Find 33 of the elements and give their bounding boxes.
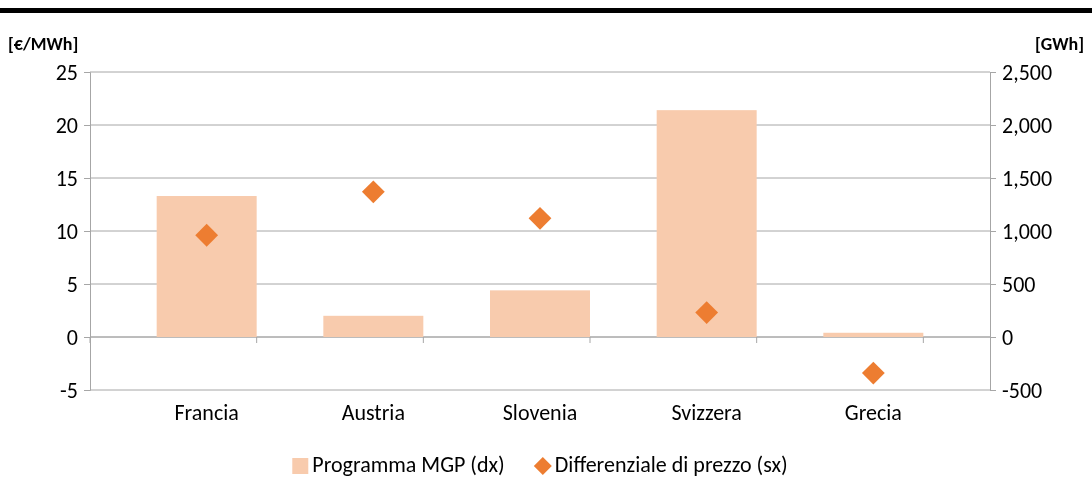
y2-tick-label: -500 (1002, 376, 1043, 404)
y2-tick-label: 1,000 (1002, 217, 1053, 245)
y2-tick-label: 2,500 (1002, 58, 1053, 86)
point (195, 223, 219, 247)
bar (656, 110, 757, 337)
x-tick-label: Austria (341, 399, 405, 426)
point (528, 206, 552, 230)
y-tick-label: 25 (55, 58, 78, 86)
y2-tick-label: 1,500 (1002, 164, 1053, 192)
x-tick-label: Grecia (844, 399, 902, 426)
point (695, 301, 719, 325)
bar (490, 290, 590, 337)
legend-label: Programma MGP (dx) (312, 451, 505, 477)
y-tick-label: 0 (66, 323, 78, 351)
y2-tick-label: 500 (1002, 270, 1036, 298)
y-tick-label: 10 (55, 217, 78, 245)
y-tick-label: 5 (66, 270, 78, 298)
legend-label: Differenziale di prezzo (sx) (554, 451, 788, 477)
y-tick-label: 15 (55, 164, 78, 192)
bar (823, 332, 924, 337)
y-axis-title: [€/MWh] (8, 33, 79, 55)
y-tick-label: -5 (60, 376, 78, 404)
y2-tick-label: 2,000 (1002, 111, 1053, 139)
y2-tick-label: 0 (1002, 323, 1014, 351)
point (361, 180, 385, 204)
x-tick-label: Slovenia (502, 399, 578, 426)
bar (156, 196, 257, 337)
x-tick-label: Svizzera (671, 399, 742, 426)
y-tick-label: 20 (55, 111, 78, 139)
y2-axis-title: [GWh] (1034, 33, 1084, 55)
bar (323, 315, 424, 337)
point (861, 361, 885, 385)
x-tick-label: Francia (174, 399, 239, 426)
